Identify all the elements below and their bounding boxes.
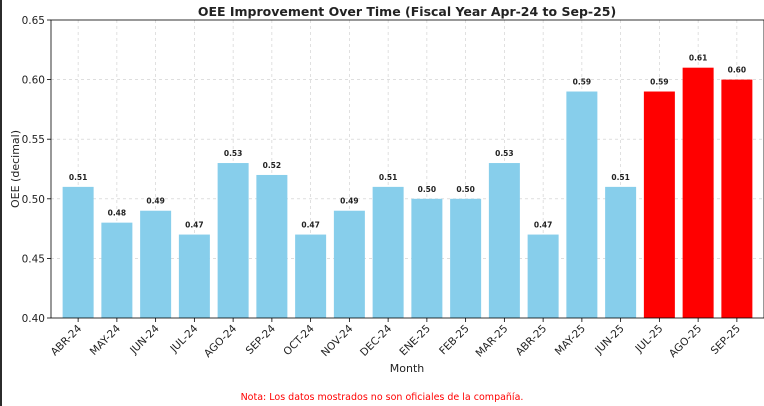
x-tick-label: MAY-25 xyxy=(553,323,588,358)
bar-ene-25 xyxy=(411,198,443,318)
x-ticks-group: ABR-24 MAY-24 JUN-24 JUL-24 AGO-24 SEP-24 OCT-… xyxy=(49,318,743,360)
data-label: 0.53 xyxy=(224,149,243,158)
x-tick-label: ABR-25 xyxy=(514,323,550,359)
bar-may-24 xyxy=(101,222,133,318)
y-tick-label: 0.45 xyxy=(22,253,45,265)
data-label: 0.48 xyxy=(108,209,127,218)
x-tick-label: FEB-25 xyxy=(437,323,472,358)
bar-nov-24 xyxy=(333,210,365,318)
data-label: 0.49 xyxy=(340,197,359,206)
data-label: 0.51 xyxy=(69,173,88,182)
x-tick-label: SEP-25 xyxy=(709,323,743,357)
data-label: 0.51 xyxy=(379,173,398,182)
data-label: 0.47 xyxy=(185,221,204,230)
x-tick-label: SEP-24 xyxy=(244,322,279,357)
window-left-edge xyxy=(0,0,2,406)
x-tick-label: DEC-24 xyxy=(358,322,394,358)
data-label: 0.59 xyxy=(650,78,669,87)
axes-frame xyxy=(50,19,764,319)
data-label: 0.47 xyxy=(534,221,553,230)
data-label: 0.52 xyxy=(263,161,282,170)
data-labels-group: 0.51 0.48 0.49 0.47 0.53 0.52 0.47 0.49 0.51 0.50… xyxy=(69,54,746,230)
data-label: 0.50 xyxy=(418,185,437,194)
bar-abr-25 xyxy=(527,234,559,318)
bar-dec-24 xyxy=(372,186,404,318)
data-label: 0.51 xyxy=(611,173,630,182)
bar-may-25 xyxy=(566,91,598,319)
bar-mar-25 xyxy=(488,163,520,318)
x-axis-label: Month xyxy=(390,362,425,375)
data-label: 0.59 xyxy=(573,78,592,87)
y-axis-label: OEE (decimal) xyxy=(9,130,22,208)
x-tick-label: AGO-24 xyxy=(202,322,240,360)
bar-jun-25 xyxy=(605,186,637,318)
y-tick-label: 0.40 xyxy=(22,313,45,325)
bar-sep-24 xyxy=(256,174,288,318)
x-tick-label: JUN-24 xyxy=(127,322,162,357)
bar-jul-24 xyxy=(178,234,210,318)
x-tick-label: MAY-24 xyxy=(88,322,123,357)
bar-jun-24 xyxy=(140,210,172,318)
y-tick-label: 0.55 xyxy=(22,134,45,146)
data-label: 0.53 xyxy=(495,149,514,158)
data-label: 0.47 xyxy=(301,221,320,230)
x-tick-label: NOV-24 xyxy=(319,322,356,359)
bar-oct-24 xyxy=(295,234,327,318)
bar-ago-25 xyxy=(682,67,714,319)
x-tick-label: ABR-24 xyxy=(49,322,85,358)
x-tick-label: AGO-25 xyxy=(667,323,704,360)
chart-title: OEE Improvement Over Time (Fiscal Year A… xyxy=(198,4,616,19)
x-tick-label: OCT-24 xyxy=(281,322,317,358)
data-label: 0.61 xyxy=(689,54,708,63)
x-tick-label: ENE-25 xyxy=(397,323,433,359)
bar-sep-25 xyxy=(721,79,753,318)
data-label: 0.50 xyxy=(456,185,475,194)
bars-group xyxy=(62,67,753,319)
bar-abr-24 xyxy=(62,186,94,318)
x-tick-label: JUL-25 xyxy=(633,323,666,356)
x-tick-label: JUN-25 xyxy=(592,323,627,358)
bar-ago-24 xyxy=(217,163,249,318)
data-label: 0.60 xyxy=(728,66,747,75)
y-tick-label: 0.65 xyxy=(22,15,45,27)
x-tick-label: JUL-24 xyxy=(168,322,201,355)
y-tick-label: 0.50 xyxy=(22,194,45,206)
x-tick-label: MAR-25 xyxy=(474,323,511,360)
bar-jul-25 xyxy=(643,91,675,319)
data-label: 0.49 xyxy=(146,197,165,206)
bar-feb-25 xyxy=(450,198,482,318)
y-ticks-group: 0.40 0.45 0.50 0.55 0.60 0.65 xyxy=(22,15,51,325)
footnote: Nota: Los datos mostrados no son oficial… xyxy=(240,392,524,403)
y-tick-label: 0.60 xyxy=(22,75,45,87)
